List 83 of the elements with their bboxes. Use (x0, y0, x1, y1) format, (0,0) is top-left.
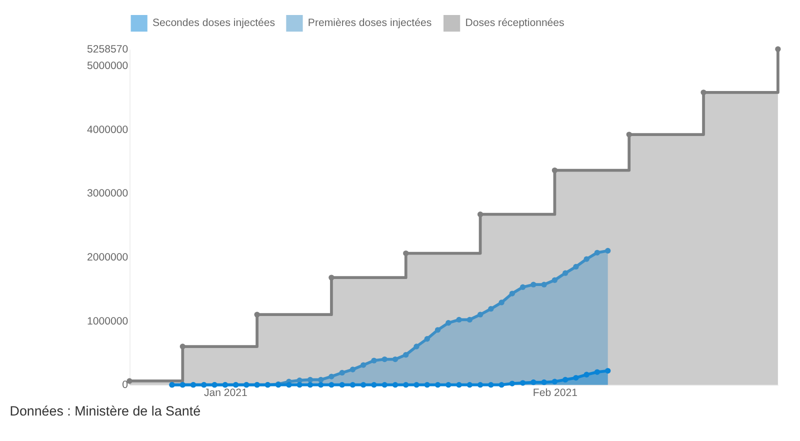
point (552, 167, 558, 174)
point (562, 270, 568, 276)
point (126, 378, 132, 384)
point (466, 382, 472, 388)
y-tick-label: 3000000 (86, 188, 128, 200)
point (254, 312, 260, 318)
y-tick-label: 5258570 (86, 43, 128, 56)
point (424, 382, 430, 388)
point (477, 312, 484, 318)
point (339, 370, 345, 376)
point (456, 382, 462, 388)
point (530, 379, 536, 386)
point (605, 368, 611, 374)
point (466, 316, 472, 323)
point (434, 327, 441, 333)
x-tick-label: Jan 2021 (204, 386, 248, 399)
y-tick-label: 0 (122, 379, 128, 392)
point (509, 290, 516, 296)
point (530, 282, 536, 288)
point (541, 379, 547, 386)
point (552, 378, 558, 384)
point (350, 382, 356, 388)
point (434, 382, 441, 388)
point (541, 282, 547, 288)
point (328, 374, 334, 380)
y-tick-label: 1000000 (86, 315, 128, 328)
point (392, 382, 398, 388)
point (573, 374, 579, 381)
point (180, 344, 186, 350)
point (414, 344, 420, 350)
y-tick-label: 4000000 (86, 124, 128, 136)
point (382, 356, 388, 362)
point (414, 382, 420, 388)
point (456, 316, 462, 323)
point (584, 256, 590, 262)
point (594, 250, 600, 256)
point (605, 248, 611, 254)
point (318, 376, 324, 383)
point (488, 382, 494, 388)
point (296, 382, 302, 388)
point (520, 284, 526, 290)
point (477, 212, 484, 218)
point (318, 382, 324, 388)
point (573, 264, 579, 270)
point (488, 306, 494, 312)
point (403, 250, 409, 256)
legend-label: Secondes doses injectées (152, 17, 276, 30)
point (509, 380, 516, 386)
point (307, 382, 314, 388)
point (700, 90, 706, 96)
point (307, 376, 314, 383)
legend-label: Doses réceptionnées (465, 17, 564, 30)
point (446, 320, 452, 326)
point (775, 46, 781, 52)
point (339, 382, 345, 388)
point (562, 376, 568, 383)
x-tick-label: Feb 2021 (532, 386, 578, 399)
point (498, 382, 504, 388)
point (382, 382, 388, 388)
point (477, 382, 484, 388)
point (371, 358, 377, 364)
point (520, 380, 526, 386)
legend-label: Premières doses injectées (308, 17, 432, 30)
point (360, 382, 366, 388)
y-tick-label: 2000000 (86, 251, 128, 264)
text: Données : Ministère de la Santé (10, 404, 201, 419)
point (626, 132, 632, 138)
y-tick-label: 5000000 (86, 60, 128, 72)
point (328, 274, 334, 280)
point (552, 277, 558, 283)
point (584, 372, 590, 378)
point (403, 352, 409, 358)
point (403, 382, 409, 388)
point (371, 382, 377, 388)
point (360, 362, 366, 368)
point (424, 336, 430, 342)
point (350, 366, 356, 372)
point (594, 369, 600, 375)
point (392, 356, 398, 362)
point (328, 382, 334, 388)
point (286, 382, 292, 388)
point (446, 382, 452, 388)
point (498, 300, 504, 306)
